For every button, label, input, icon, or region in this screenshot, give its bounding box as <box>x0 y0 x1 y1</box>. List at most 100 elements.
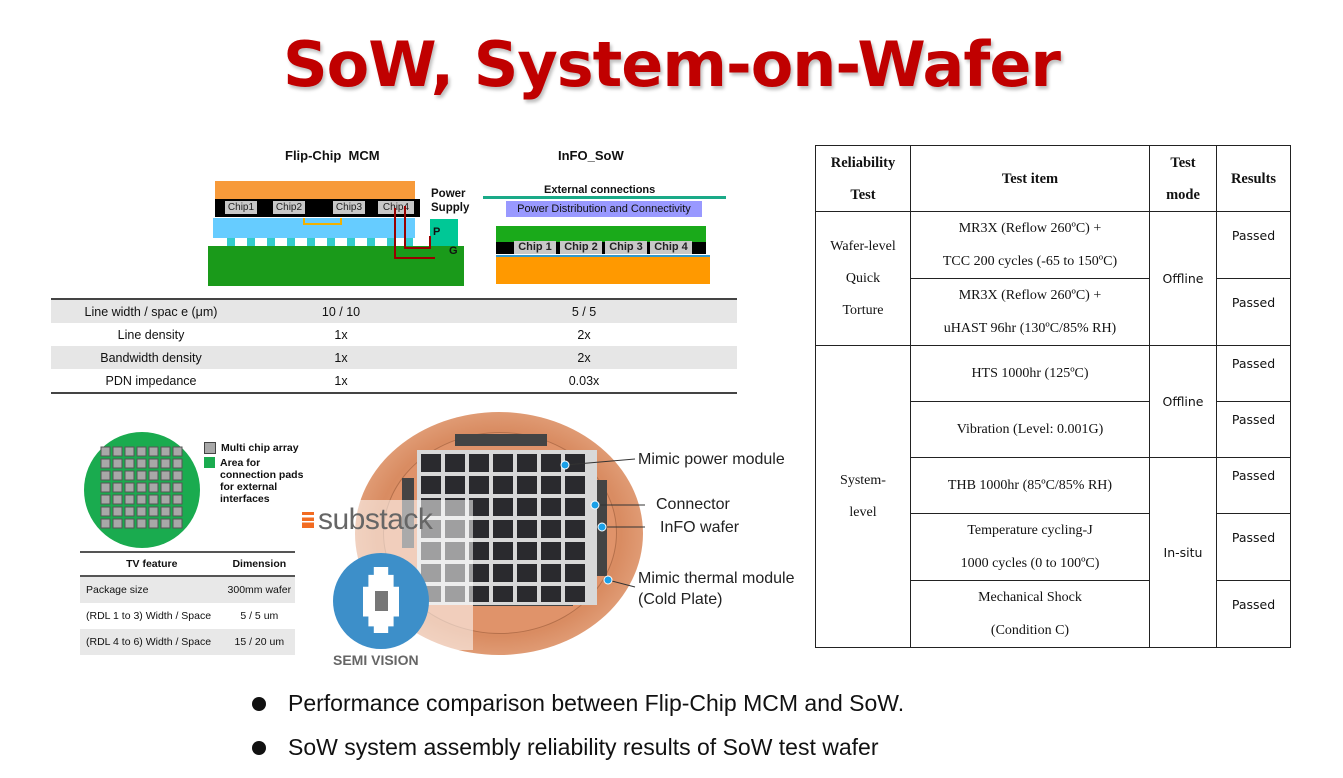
metric-cell: Line width / spac e (μm) <box>51 299 251 323</box>
test-item-cell: THB 1000hr (85ºC/85% RH) <box>910 457 1150 514</box>
chip-4: Chip 4 <box>650 241 692 254</box>
interposer <box>213 218 415 238</box>
sow-cell: 5 / 5 <box>431 299 737 323</box>
test-item-cell: HTS 1000hr (125ºC) <box>910 345 1150 402</box>
chip-3: Chip3 <box>333 201 365 214</box>
substack-logo-icon <box>302 512 314 528</box>
table-row: Mechanical Shock (Condition C) Passed <box>816 580 1291 648</box>
table-row: Vibration (Level: 0.001G) Passed <box>816 401 1291 458</box>
table-row: Temperature cycling-J 1000 cycles (0 to 1… <box>816 513 1291 581</box>
table-row: Bandwidth density 1x 2x <box>51 346 737 369</box>
chip-layer <box>215 199 420 217</box>
bump <box>247 238 255 246</box>
result-cell: Passed <box>1216 345 1291 402</box>
table-row: (RDL 4 to 6) Width / Space 15 / 20 um <box>80 629 295 655</box>
dimension-cell: 300mm wafer <box>223 576 295 603</box>
substrate <box>208 246 464 286</box>
metric-cell: Line density <box>117 327 185 342</box>
yellow-trace <box>303 218 342 225</box>
bump <box>387 238 395 246</box>
table-row: MR3X (Reflow 260ºC) + uHAST 96hr (130ºC/8… <box>816 278 1291 346</box>
test-item-cell: Vibration (Level: 0.001G) <box>910 401 1150 458</box>
bullet-icon <box>252 740 266 755</box>
bump <box>327 238 335 246</box>
test-mode-cell: Offline <box>1149 345 1217 458</box>
multi-chip-array-grid <box>100 446 183 529</box>
test-item-cell: MR3X (Reflow 260ºC) + TCC 200 cycles (-65… <box>910 211 1150 279</box>
bullet-icon <box>252 696 266 711</box>
callout-mimic-power-module: Mimic power module <box>638 451 785 468</box>
info-sow-title: InFO_SoW <box>558 148 624 163</box>
header-test-mode: Test mode <box>1149 145 1217 212</box>
bump <box>227 238 235 246</box>
chip-2: Chip 2 <box>560 241 602 254</box>
legend-item-multi-chip: Multi chip array <box>204 442 303 454</box>
external-connections-label: External connections <box>544 184 656 196</box>
legend-label: Multi chip array <box>221 442 299 454</box>
bullet-item: SoW system assembly reliability results … <box>252 734 904 761</box>
info-sow-diagram: InFO_SoW External connections Power Dist… <box>480 148 730 288</box>
substack-watermark: substack <box>302 503 433 537</box>
gray-square-icon <box>204 442 216 454</box>
bump <box>307 238 315 246</box>
flip-chip-cell: 1x <box>334 373 348 388</box>
substack-wordmark: substack <box>318 503 433 536</box>
callout-connector: Connector <box>656 496 730 513</box>
connector-top <box>455 434 547 446</box>
table-row: (RDL 1 to 3) Width / Space 5 / 5 um <box>80 603 295 629</box>
callout-mimic-thermal-module: Mimic thermal module <box>638 570 795 587</box>
test-item-cell: Temperature cycling-J 1000 cycles (0 to 1… <box>910 513 1150 581</box>
bump <box>405 238 413 246</box>
test-mode-cell: In-situ <box>1149 457 1217 648</box>
flip-chip-cell: 1x <box>334 327 348 342</box>
power-path-arrows <box>394 206 435 259</box>
table-row: PDN impedance 1x 0.03x <box>51 369 737 393</box>
bump <box>347 238 355 246</box>
legend-label: Area for <box>220 457 261 469</box>
result-cell: Passed <box>1216 580 1291 648</box>
reliability-results-table: Reliability Test Test item Test mode Resul… <box>815 145 1291 648</box>
table-row: Package size 300mm wafer <box>80 576 295 603</box>
redistribution-layer <box>496 226 706 244</box>
green-square-icon <box>204 457 215 468</box>
table-row: System- level HTS 1000hr (125ºC) Offline… <box>815 345 1291 648</box>
metric-cell: PDN impedance <box>105 373 197 388</box>
result-cell: Passed <box>1216 513 1291 581</box>
flip-chip-cell: 1x <box>251 346 431 369</box>
chip-3: Chip 3 <box>605 241 647 254</box>
legend-label: connection pads <box>220 469 304 481</box>
test-item-cell: Mechanical Shock (Condition C) <box>910 580 1150 648</box>
test-mode-cell: Offline <box>1149 211 1217 346</box>
table-header-row: Reliability Test Test item Test mode Resul… <box>815 145 1291 212</box>
feature-cell: (RDL 1 to 3) Width / Space <box>86 610 212 622</box>
g-label: G <box>449 245 458 257</box>
feature-cell: Package size <box>80 576 224 603</box>
wafer-map <box>84 432 200 548</box>
bullet-text: SoW system assembly reliability results … <box>288 734 879 760</box>
chip-1: Chip 1 <box>514 241 556 254</box>
legend-label: for external <box>220 481 278 493</box>
callout-cold-plate: (Cold Plate) <box>638 591 723 608</box>
heat-spreader-lid <box>215 181 415 199</box>
header-dimension: Dimension <box>223 551 295 577</box>
flip-chip-mcm-diagram: Flip-Chip MCM Chip1 Chip2 Chip3 Chip4 Po… <box>205 148 475 288</box>
header-test-item: Test item <box>910 145 1150 212</box>
p-label: P <box>433 226 441 238</box>
legend-label: interfaces <box>220 493 270 505</box>
table-row: Line width / spac e (μm) 10 / 10 5 / 5 <box>51 299 737 323</box>
legend-item-connection-pads: Area for connection pads for external in… <box>204 457 303 505</box>
tv-feature-table: TV feature Dimension Package size 300mm … <box>80 551 295 655</box>
bump <box>367 238 375 246</box>
flip-chip-cell: 10 / 10 <box>251 299 431 323</box>
table-row: Wafer-level Quick Torture MR3X (Reflow 2… <box>815 211 1291 346</box>
callout-info-wafer: InFO wafer <box>660 519 740 536</box>
external-connections-line <box>483 196 726 199</box>
table-row: Line density 1x 2x <box>51 323 737 346</box>
category-system-level: System- level <box>815 345 911 648</box>
chip-2: Chip2 <box>273 201 305 214</box>
header-results: Results <box>1216 145 1291 212</box>
bullet-list: Performance comparison between Flip-Chip… <box>252 690 904 778</box>
carrier-wafer <box>496 255 710 284</box>
slide-title: SoW, System-on-Wafer <box>282 28 1061 101</box>
test-item-cell: MR3X (Reflow 260ºC) + uHAST 96hr (130ºC/8… <box>910 278 1150 346</box>
